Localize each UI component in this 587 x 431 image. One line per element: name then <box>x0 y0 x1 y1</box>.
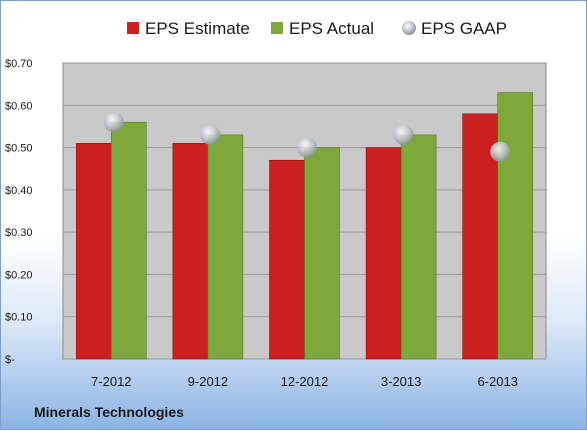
marker-eps-gaap <box>393 124 414 145</box>
x-tick-label: 9-2012 <box>188 374 228 389</box>
legend-swatch <box>271 22 283 34</box>
x-axis-ticks: 7-2012 9-2012 12-2012 3-2013 6-2013 <box>91 374 518 389</box>
bar-eps-estimate <box>172 143 209 360</box>
y-tick-label: $0.50 <box>5 143 33 155</box>
legend-label: EPS Estimate <box>145 19 250 38</box>
y-tick-label: $0.60 <box>5 100 33 112</box>
y-tick-label: $0.10 <box>5 312 33 324</box>
legend: EPS Estimate EPS Actual EPS GAAP <box>127 19 507 38</box>
legend-label: EPS Actual <box>289 19 374 38</box>
marker-eps-gaap <box>297 137 317 158</box>
legend-swatch <box>402 21 416 35</box>
bar-eps-actual <box>207 134 244 360</box>
bar-eps-estimate <box>76 143 112 360</box>
x-tick-label: 6-2013 <box>477 374 517 389</box>
x-tick-label: 3-2013 <box>381 374 421 389</box>
marker-eps-gaap <box>200 124 221 145</box>
bars <box>76 92 534 360</box>
bar-eps-estimate <box>269 159 305 360</box>
bar-eps-actual <box>111 121 147 360</box>
y-tick-label: $0.30 <box>5 227 33 239</box>
legend-label: EPS GAAP <box>421 19 507 38</box>
y-tick-label: $0.40 <box>5 185 33 197</box>
x-tick-label: 7-2012 <box>91 374 131 389</box>
bar-eps-actual <box>304 147 340 360</box>
y-axis-ticks: $- $0.10 $0.20 $0.30 $0.40 $0.50 $0.60 $0.70 <box>5 58 33 366</box>
x-tick-label: 12-2012 <box>281 374 329 389</box>
y-tick-label: $0.70 <box>5 58 33 70</box>
y-tick-label: $0.20 <box>5 269 33 281</box>
marker-eps-gaap <box>103 112 124 133</box>
y-tick-label: $- <box>5 354 15 366</box>
legend-swatch <box>127 22 139 34</box>
marker-eps-gaap <box>490 141 511 162</box>
company-name: Minerals Technologies <box>34 404 184 420</box>
bar-eps-actual <box>497 92 534 360</box>
gaap-markers <box>103 112 511 162</box>
bar-eps-estimate <box>365 147 402 360</box>
bar-eps-actual <box>400 134 437 360</box>
